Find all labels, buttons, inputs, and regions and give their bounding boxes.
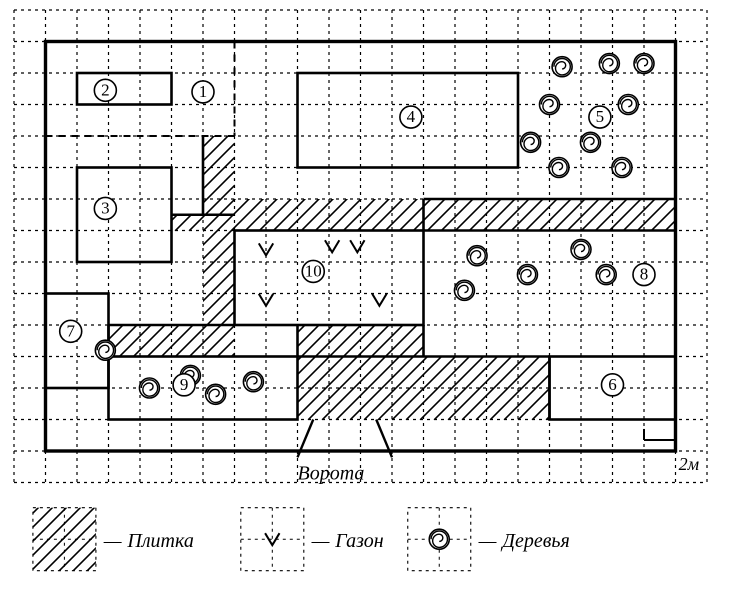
legend-label-tree: Деревья: [500, 530, 570, 552]
zone-label-text-1: 1: [199, 82, 208, 101]
lawn-mark: [372, 294, 386, 306]
tile-area: [424, 199, 676, 231]
legend-dash: —: [311, 530, 330, 552]
gate-label: Ворота: [298, 462, 365, 484]
zone-label-text-9: 9: [180, 375, 189, 394]
legend-label-lawn: Газон: [334, 530, 383, 552]
site-plan-figure: { "type": "site-plan-diagram", "canvas":…: [0, 0, 743, 591]
lawn-mark: [325, 240, 339, 252]
tile-area: [172, 215, 204, 231]
legend: —Плитка—Газон—Деревья: [33, 508, 570, 571]
scale-label: 2м: [679, 454, 700, 474]
zone-label-text-4: 4: [407, 107, 416, 126]
zone-label-text-7: 7: [66, 321, 75, 340]
zone-label-text-5: 5: [596, 107, 605, 126]
zone-label-text-10: 10: [305, 261, 322, 280]
legend-tile-swatch: [33, 508, 96, 571]
tile-area: [109, 325, 235, 357]
legend-label-hatch: Плитка: [126, 530, 193, 552]
legend-dash: —: [478, 530, 497, 552]
legend-dash: —: [103, 530, 122, 552]
tile-area: [298, 325, 424, 357]
tile-area: [298, 357, 550, 420]
room-r3: [77, 168, 172, 263]
lawn-mark: [350, 240, 364, 252]
tile-area: [203, 136, 235, 231]
zone-label-text-2: 2: [101, 80, 110, 99]
tile-area: [203, 231, 235, 326]
tile-area: [235, 199, 424, 231]
room-r2: [77, 73, 172, 105]
zone-label-text-8: 8: [640, 265, 649, 284]
zone-label-text-3: 3: [101, 198, 110, 217]
diagram-svg: 12345678910 Ворота 2м —Плитка—Газон—Дере…: [0, 0, 743, 591]
zone-label-text-6: 6: [608, 375, 617, 394]
